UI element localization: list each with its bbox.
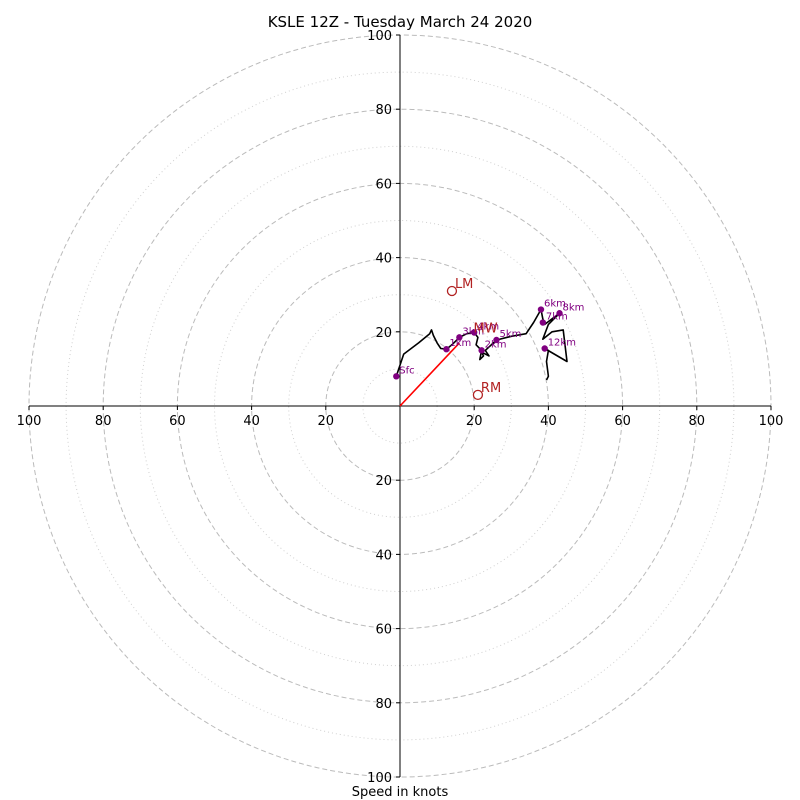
height-label: 8km [563, 302, 585, 313]
height-markers: Sfc1km2km3km4km5km6km7km8km12km [393, 299, 584, 380]
x-tick-label: 100 [17, 414, 42, 429]
height-point [393, 373, 400, 380]
tick-labels: 100 80 60 40 20 20 40 60 80 100 100 80 60 40 20 20 40 60 8… [17, 29, 784, 786]
height-label: 7km [546, 312, 568, 323]
x-tick-label: 20 [466, 414, 483, 429]
x-axis-label: Speed in knots [352, 785, 449, 800]
y-tick-label: 20 [375, 474, 392, 489]
y-tick-label: 60 [375, 177, 392, 192]
y-tick-label: 40 [375, 252, 392, 267]
y-tick-label: 80 [375, 103, 392, 118]
x-tick-label: 80 [95, 414, 112, 429]
y-tick-label: 100 [367, 29, 392, 44]
x-tick-label: 40 [540, 414, 557, 429]
motion-label: LM [455, 277, 473, 292]
shear-vector [399, 342, 460, 407]
height-point [556, 310, 563, 317]
height-point [443, 346, 450, 353]
x-tick-label: 20 [318, 414, 335, 429]
y-tick-label: 60 [375, 623, 392, 638]
y-tick-label: 20 [375, 326, 392, 341]
height-label: 6km [544, 299, 566, 310]
height-point [478, 347, 485, 354]
height-label: 2km [485, 339, 507, 350]
height-label: 12km [548, 337, 576, 348]
height-point [539, 319, 547, 326]
y-tick-label: 80 [375, 697, 392, 712]
x-tick-label: 60 [614, 414, 631, 429]
height-point [493, 336, 500, 344]
x-tick-label: 80 [689, 414, 706, 429]
motion-label: MW [473, 322, 497, 337]
height-label: 5km [499, 329, 521, 340]
motion-point [472, 389, 484, 401]
wind-profile-line [395, 308, 568, 381]
height-label: 4km [477, 322, 499, 333]
storm-motion-markers: LM RM MW [446, 277, 501, 401]
height-label: 1km [449, 338, 471, 349]
height-point [471, 329, 478, 336]
motion-point [446, 285, 458, 297]
shear-vector-line [399, 342, 460, 407]
y-tick-label: 40 [375, 548, 392, 563]
height-point [456, 334, 463, 341]
y-tick-label: 100 [367, 771, 392, 786]
x-tick-label: 100 [759, 414, 784, 429]
motion-label: RM [481, 381, 501, 396]
height-point [537, 306, 545, 313]
height-point [541, 345, 548, 352]
hodograph-trace [395, 308, 568, 381]
x-tick-label: 60 [169, 414, 186, 429]
height-label: Sfc [399, 365, 414, 376]
x-tick-label: 40 [243, 414, 260, 429]
chart-title: KSLE 12Z - Tuesday March 24 2020 [268, 13, 533, 31]
